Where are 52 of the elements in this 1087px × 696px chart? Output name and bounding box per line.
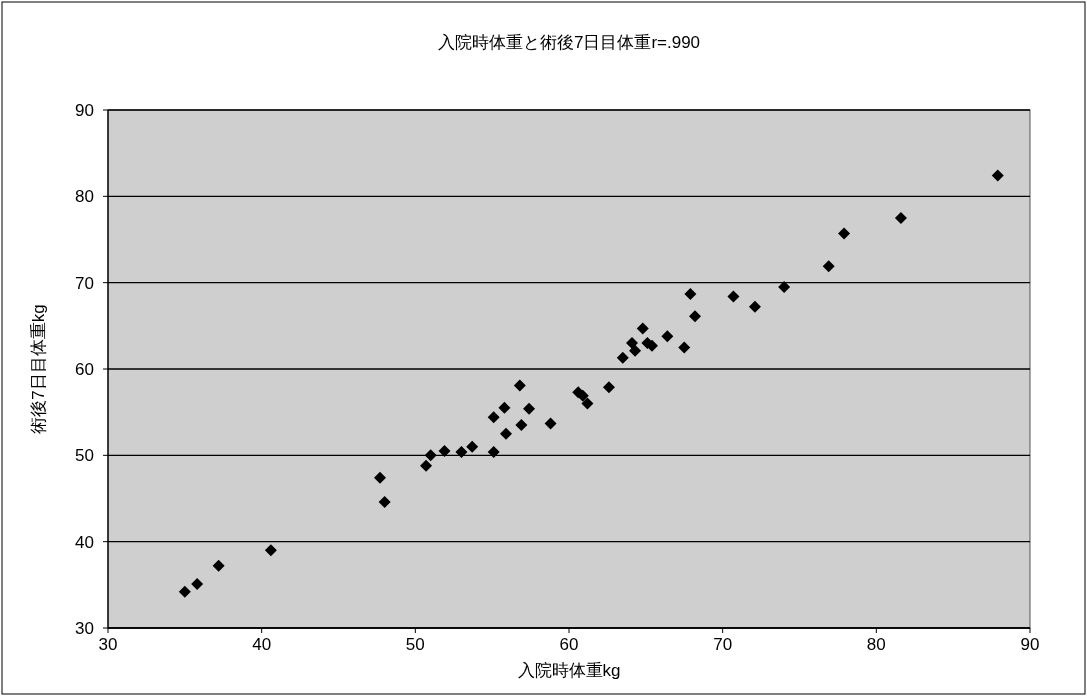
- x-tick-label: 90: [1020, 635, 1040, 654]
- x-axis-title: 入院時体重kg: [517, 661, 621, 680]
- x-tick-label: 50: [405, 635, 425, 654]
- point: [515, 419, 528, 432]
- point: [684, 287, 697, 300]
- point: [191, 577, 204, 590]
- point: [455, 445, 468, 458]
- y-tick-label: 60: [75, 360, 94, 379]
- point: [420, 459, 433, 472]
- point: [500, 427, 512, 440]
- point: [178, 585, 191, 598]
- point: [264, 544, 277, 557]
- point: [544, 417, 557, 430]
- y-tick-label: 90: [75, 101, 94, 120]
- x-tick-label: 60: [559, 635, 579, 654]
- point: [636, 322, 649, 335]
- point: [523, 402, 536, 415]
- point: [466, 440, 479, 453]
- point: [822, 260, 835, 273]
- x-tick-label: 30: [98, 635, 118, 654]
- y-tick-label: 80: [75, 187, 94, 207]
- y-tick-label: 40: [75, 532, 94, 552]
- point: [581, 397, 594, 410]
- point: [373, 471, 386, 484]
- point: [438, 445, 451, 458]
- point: [778, 280, 791, 293]
- y-axis-title: 術後7日目体重kg: [29, 304, 48, 434]
- point: [678, 341, 691, 354]
- y-tick-label: 70: [75, 273, 94, 293]
- point: [378, 495, 391, 508]
- point: [498, 401, 511, 414]
- point: [212, 559, 225, 572]
- y-tick-label: 30: [75, 619, 94, 638]
- point: [513, 379, 526, 392]
- point: [487, 411, 500, 424]
- y-tick-label: 50: [75, 446, 94, 466]
- x-tick-label: 70: [713, 635, 733, 654]
- point: [629, 344, 642, 357]
- point: [661, 330, 674, 343]
- point: [838, 227, 851, 240]
- point: [689, 310, 702, 323]
- point: [616, 351, 629, 364]
- point: [991, 169, 1004, 182]
- point: [602, 381, 615, 394]
- x-tick-label: 80: [866, 635, 886, 654]
- point: [424, 449, 437, 462]
- point: [727, 290, 740, 303]
- chart-title: 入院時体重と術後7日目体重r=.990: [437, 33, 701, 52]
- point: [894, 211, 907, 224]
- point: [487, 445, 500, 458]
- point: [748, 300, 761, 313]
- x-tick-label: 40: [252, 635, 272, 654]
